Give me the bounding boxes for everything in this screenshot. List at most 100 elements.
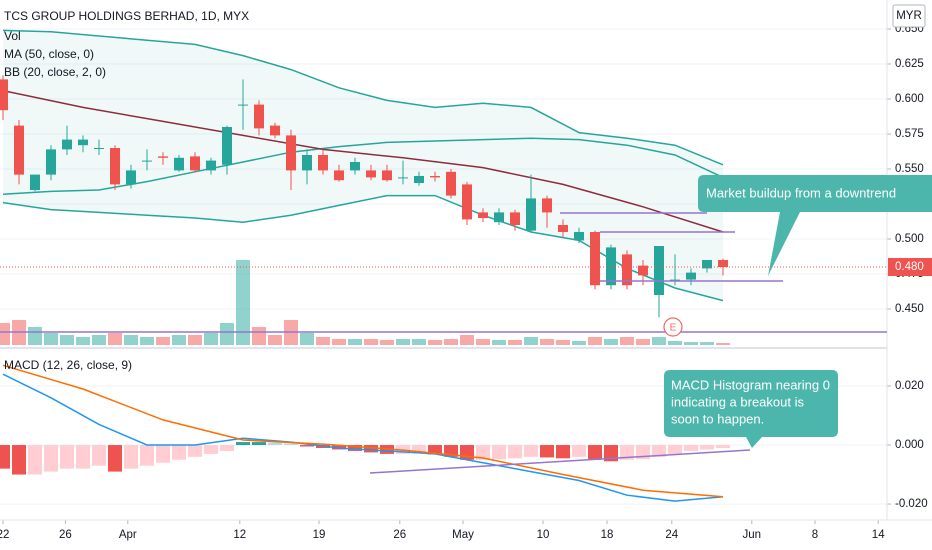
volume-bar xyxy=(300,333,314,345)
y-tick-label: 0.000 xyxy=(895,439,924,451)
macd-pane: 0.020 0.000 -0.020 22 26 Apr 12 19 26 May 10 18 24 Ju… xyxy=(0,364,928,541)
volume-bar xyxy=(636,339,650,345)
histogram-bar xyxy=(428,445,442,455)
volume-bar xyxy=(652,337,666,345)
histogram-bar xyxy=(236,442,250,446)
chart-title: TCS GROUP HOLDINGS BERHAD, 1D, MYX xyxy=(4,9,249,23)
histogram-bar xyxy=(412,445,426,454)
histogram-bar xyxy=(44,445,58,472)
histogram-bar xyxy=(268,442,282,446)
candle-body xyxy=(382,170,392,181)
candle-body xyxy=(414,176,424,184)
volume-bar xyxy=(508,340,522,345)
volume-bar xyxy=(716,343,730,345)
volume-bar xyxy=(252,327,266,345)
candle-body xyxy=(462,184,472,220)
x-tick-label: 18 xyxy=(601,529,614,541)
volume-bar xyxy=(172,335,186,345)
volume-bar xyxy=(540,339,554,345)
candle-body xyxy=(78,139,88,146)
x-tick-label: 8 xyxy=(812,529,818,541)
candle-body xyxy=(446,171,456,196)
volume-bar xyxy=(188,335,202,345)
x-tick-label: 22 xyxy=(0,529,9,541)
histogram-bar xyxy=(348,445,362,451)
callout-text: MACD Histogram nearing 0 xyxy=(671,377,830,392)
candle-body xyxy=(542,198,552,213)
histogram-bar xyxy=(556,445,570,459)
bb-lower xyxy=(2,194,724,302)
candle-body xyxy=(334,170,344,181)
histogram-bar xyxy=(188,445,202,457)
volume-bar xyxy=(76,337,90,345)
volume-bar xyxy=(316,337,330,345)
histogram-bar xyxy=(508,445,522,459)
bb-middle xyxy=(2,137,724,195)
histogram-bar xyxy=(300,445,314,447)
y-tick-label: 0.625 xyxy=(895,58,924,70)
volume-bar xyxy=(396,339,410,345)
volume-bar xyxy=(236,260,250,345)
histogram-bar xyxy=(252,442,266,446)
histogram-bar xyxy=(220,445,234,451)
candle-body xyxy=(142,160,152,162)
histogram-bar xyxy=(668,445,682,454)
volume-bar xyxy=(412,339,426,345)
ma-line xyxy=(2,89,724,233)
histogram-bar xyxy=(28,445,42,475)
volume-bar xyxy=(684,342,698,345)
bb-upper xyxy=(2,29,724,166)
histogram-bar xyxy=(92,445,106,466)
volume-bar xyxy=(220,323,234,345)
histogram-bar xyxy=(716,445,730,448)
legend-entry: Vol xyxy=(4,29,21,43)
histogram-bar xyxy=(284,443,298,446)
x-tick-label: 19 xyxy=(313,529,326,541)
histogram-bar xyxy=(124,445,138,469)
earnings-marker[interactable] xyxy=(663,317,683,337)
callout: Market buildup from a downtrend xyxy=(698,175,932,276)
candle-body xyxy=(574,232,584,241)
histogram-bar xyxy=(140,445,154,466)
histogram-bar xyxy=(524,445,538,457)
legend-entry: MA (50, close, 0) xyxy=(4,47,94,61)
currency-label: MYR xyxy=(896,10,922,22)
histogram-bar xyxy=(204,445,218,454)
histogram-bar xyxy=(540,445,554,458)
price-pane: 0.6500.6250.6000.5750.5500.5250.5000.475… xyxy=(0,4,932,345)
histogram-bar xyxy=(604,445,618,462)
x-tick-label: 26 xyxy=(393,529,406,541)
candle-body xyxy=(238,104,248,106)
candle-body xyxy=(110,147,120,185)
volume-bar xyxy=(460,335,474,345)
volume-bar xyxy=(0,323,10,345)
currency-box xyxy=(892,4,926,28)
candle-body xyxy=(0,79,8,111)
histogram-bar xyxy=(172,445,186,460)
candle-body xyxy=(286,135,296,171)
volume-bar xyxy=(668,341,682,345)
earnings-label: E xyxy=(670,323,677,334)
candle-body xyxy=(702,260,712,269)
volume-bar xyxy=(332,339,346,345)
candle-body xyxy=(526,198,536,231)
candle-body xyxy=(46,149,56,175)
candle-body xyxy=(510,212,520,226)
candle-body xyxy=(686,272,696,280)
candle-body xyxy=(126,170,136,185)
candle-body xyxy=(478,212,488,219)
candle-body xyxy=(622,254,632,286)
histogram-bar xyxy=(0,445,10,469)
candle-body xyxy=(638,265,648,276)
volume-bar xyxy=(428,340,442,345)
last-price-label: 0.480 xyxy=(895,261,924,273)
callout-text: Market buildup from a downtrend xyxy=(706,185,896,200)
candle-body xyxy=(350,161,360,171)
volume-bar xyxy=(108,333,122,345)
y-tick-label: 0.450 xyxy=(895,303,924,315)
legend-entry: MACD (12, 26, close, 9) xyxy=(4,358,132,372)
volume-bar xyxy=(124,335,138,345)
histogram-bar xyxy=(588,445,602,460)
x-tick-label: Apr xyxy=(119,529,137,541)
